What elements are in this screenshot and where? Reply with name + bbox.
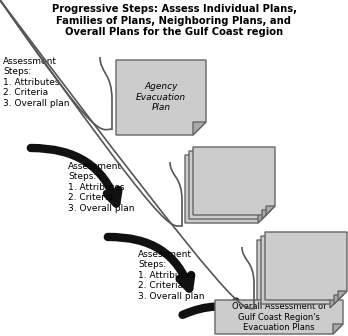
- Text: "Family of
Plans" in a
jurisdiction: "Family of Plans" in a jurisdiction: [201, 172, 251, 202]
- Text: Assessment
Steps:
1. Attributes
2. Criteria
3. Overall plan: Assessment Steps: 1. Attributes 2. Crite…: [68, 162, 134, 213]
- Polygon shape: [261, 236, 343, 304]
- Polygon shape: [116, 60, 206, 135]
- Polygon shape: [258, 214, 267, 223]
- Polygon shape: [185, 155, 267, 223]
- Polygon shape: [193, 122, 206, 135]
- Text: Assessment
Steps:
1. Attributes
2. Criteria
3. Overall plan: Assessment Steps: 1. Attributes 2. Crite…: [138, 250, 205, 301]
- Text: Overall Assessment of
Gulf Coast Region's
Evacuation Plans: Overall Assessment of Gulf Coast Region'…: [232, 302, 326, 332]
- Polygon shape: [257, 240, 339, 308]
- Polygon shape: [330, 299, 339, 308]
- Text: Progressive Steps: Assess Individual Plans,
Families of Plans, Neighboring Plans: Progressive Steps: Assess Individual Pla…: [52, 4, 296, 37]
- Polygon shape: [189, 151, 271, 219]
- Polygon shape: [334, 295, 343, 304]
- Polygon shape: [338, 291, 347, 300]
- Polygon shape: [193, 147, 275, 215]
- Polygon shape: [333, 324, 343, 334]
- Polygon shape: [265, 232, 347, 300]
- Text: Neighboring
Jurisdictions'
Plans: Neighboring Jurisdictions' Plans: [269, 258, 326, 288]
- Polygon shape: [215, 300, 343, 334]
- Text: Agency
Evacuation
Plan: Agency Evacuation Plan: [136, 82, 186, 112]
- Text: Assessment
Steps:
1. Attributes
2. Criteria
3. Overall plan: Assessment Steps: 1. Attributes 2. Crite…: [3, 57, 70, 108]
- Polygon shape: [266, 206, 275, 215]
- Polygon shape: [262, 210, 271, 219]
